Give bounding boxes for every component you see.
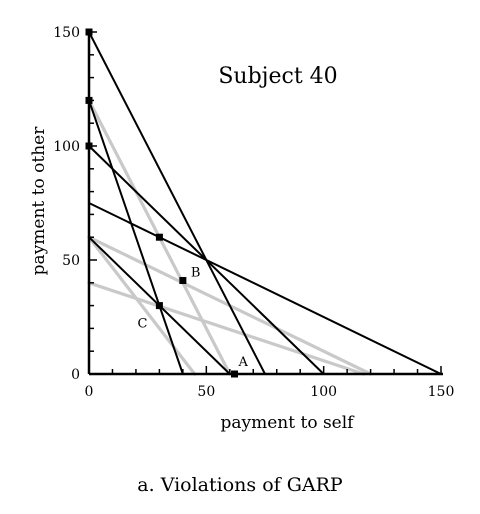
chosen-point-2 [85, 96, 93, 104]
chosen-points: B C A [85, 28, 248, 378]
black-budget-line-4 [88, 202, 442, 375]
y-axis-title: payment to other [29, 126, 49, 276]
black-budget-line-2 [88, 31, 266, 375]
black-budget-line-1 [88, 100, 184, 375]
y-tick-label: 150 [53, 25, 80, 41]
figure-caption: a. Violations of GARP [137, 474, 343, 496]
y-tick-label: 50 [62, 253, 80, 269]
y-tick-label: 100 [53, 139, 80, 155]
point-label-b: B [191, 266, 201, 281]
point-label-c: C [137, 317, 147, 332]
y-tick-label: 0 [71, 367, 80, 383]
gray-budget-line-4 [87, 235, 197, 376]
chosen-point-4 [155, 233, 163, 241]
gray-budget-line-3 [87, 281, 366, 376]
black-budget-lines [88, 31, 442, 375]
chosen-point-7 [230, 370, 238, 378]
chosen-point-1 [85, 28, 93, 36]
chart-texts: Subject 40 payment to self payment to ot… [29, 64, 355, 496]
chosen-point-3 [85, 142, 93, 150]
chosen-point-6 [155, 302, 163, 310]
chart-title: Subject 40 [218, 64, 337, 89]
point-label-a: A [237, 355, 248, 370]
x-tick-label: 50 [197, 384, 215, 400]
x-tick-label: 150 [428, 384, 455, 400]
x-axis-title: payment to self [221, 413, 356, 433]
axes: 0 50 100 150 0 50 100 150 [53, 25, 454, 400]
chosen-point-5 [179, 277, 187, 285]
x-tick-label: 0 [85, 384, 94, 400]
x-tick-label: 100 [310, 384, 337, 400]
gray-budget-lines [87, 98, 373, 376]
